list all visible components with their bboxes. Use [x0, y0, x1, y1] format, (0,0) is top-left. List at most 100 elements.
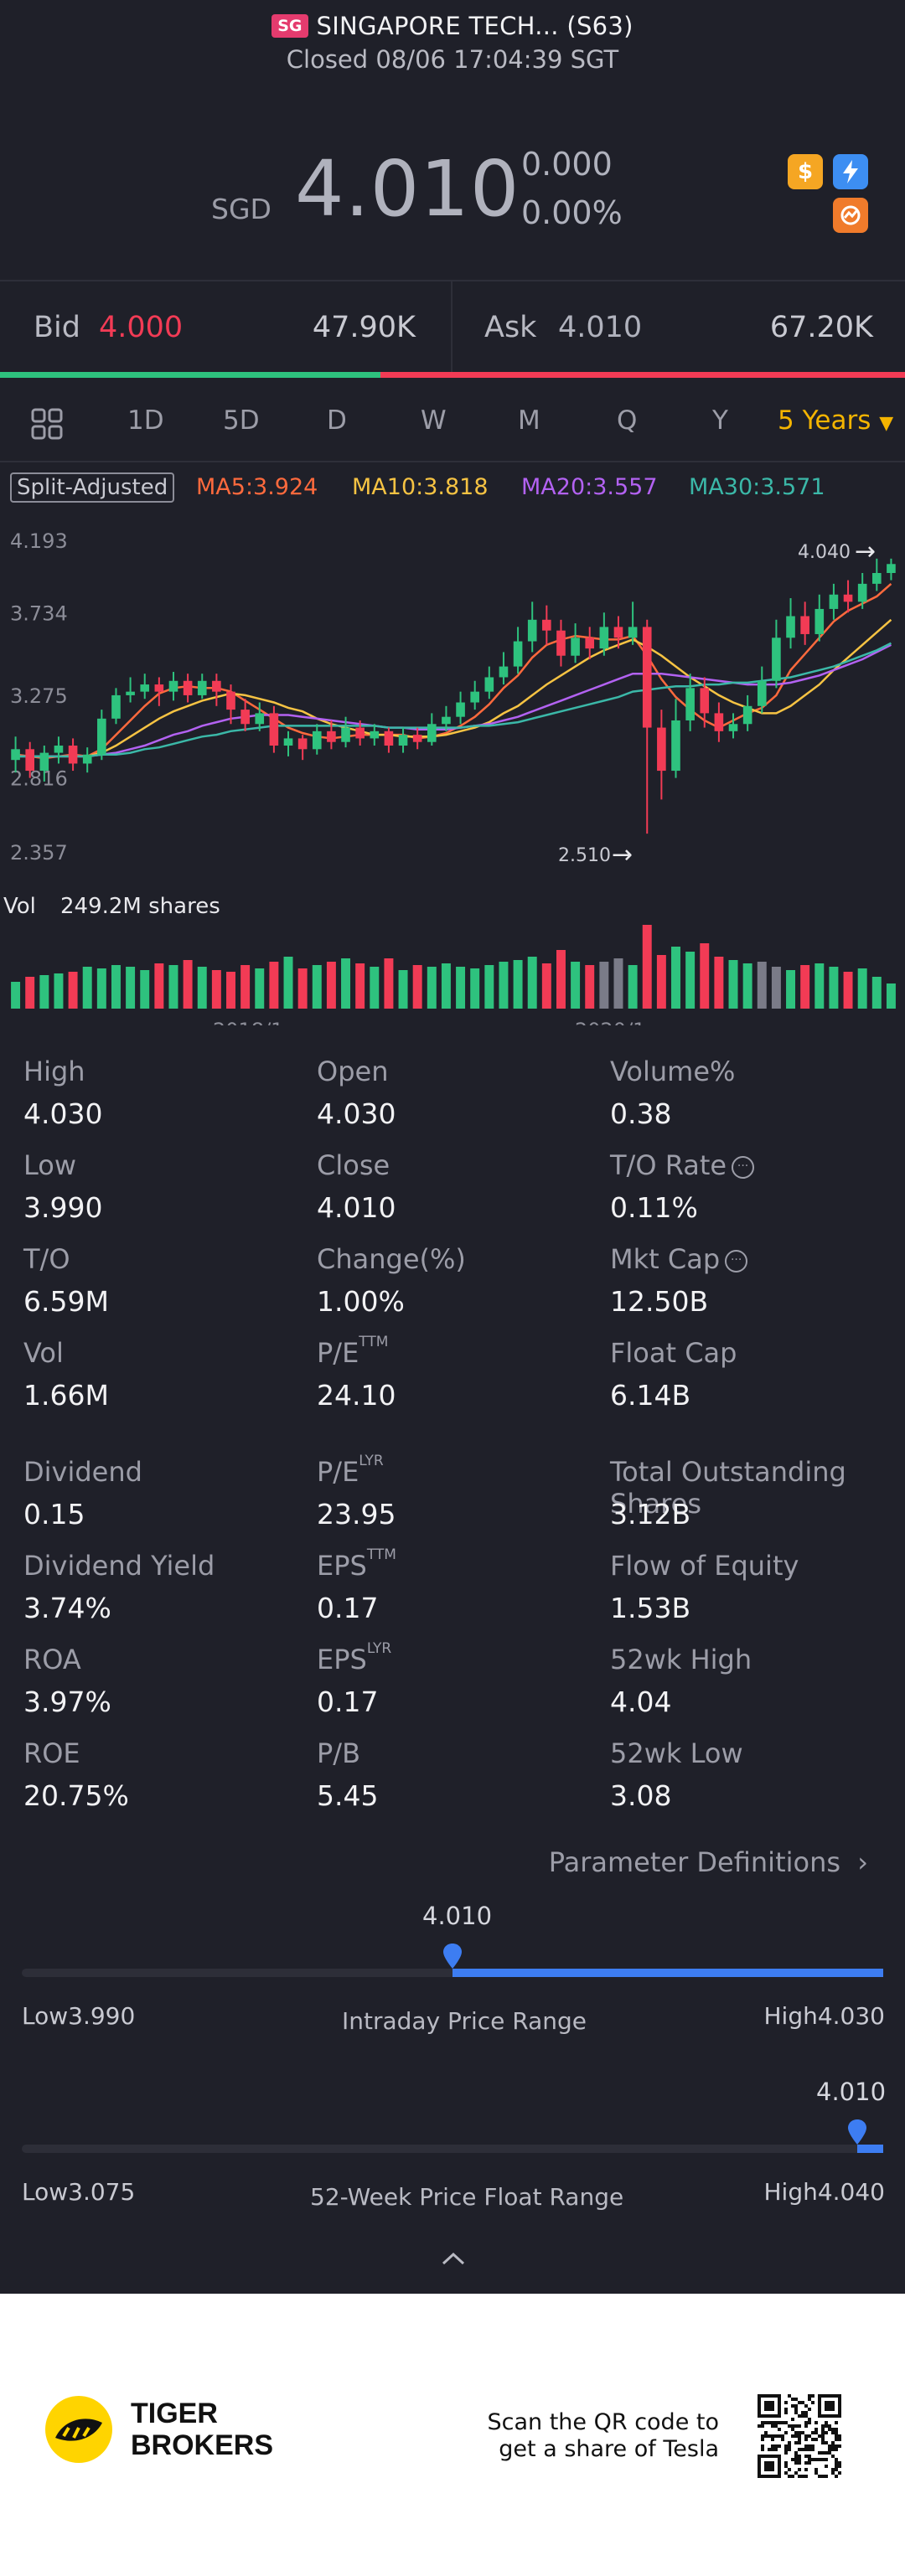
stat-label: P/ETTM [317, 1334, 602, 1374]
stat-label-text: Close [317, 1149, 390, 1181]
flash-icon[interactable] [833, 154, 868, 189]
stat-label-text: Open [317, 1056, 389, 1087]
volume-bar [742, 963, 752, 1009]
volume-bar [82, 967, 92, 1009]
stat-value: 4.04 [610, 1685, 672, 1718]
candle-body [341, 727, 350, 742]
stat-item: High 4.030 [23, 1056, 308, 1130]
qr-code[interactable] [758, 2394, 841, 2478]
stat-item: EPSTTM 0.17 [317, 1546, 602, 1624]
tab-1d[interactable]: 1D [127, 405, 164, 436]
volume-bar [255, 968, 265, 1009]
candle-body [25, 749, 35, 772]
tab-weekly[interactable]: W [421, 405, 447, 436]
candle-body [312, 730, 322, 750]
stat-label-text: Change(%) [317, 1243, 466, 1275]
tab-daily[interactable]: D [327, 405, 347, 436]
tab-quarterly[interactable]: Q [617, 405, 638, 436]
stat-item: Open 4.030 [317, 1056, 602, 1130]
y-tick-label: 3.734 [10, 602, 68, 626]
intraday-range: 4.010 Low3.990 Intraday Price Range High… [22, 1902, 885, 2044]
stat-value: 3.97% [23, 1685, 111, 1718]
tab-monthly[interactable]: M [518, 405, 540, 436]
volume-bar [226, 972, 235, 1009]
scan-text: Scan the QR code to get a share of Tesla [487, 2409, 719, 2463]
stat-item: Close 4.010 [317, 1149, 602, 1224]
stat-value: 0.11% [610, 1191, 698, 1224]
week52-range-track [22, 2145, 883, 2153]
volume-bar [412, 965, 422, 1009]
option-icon[interactable] [833, 198, 868, 233]
stat-label-suffix: TTM [366, 1546, 396, 1563]
share-footer: TIGER BROKERS Scan the QR code to get a … [0, 2294, 905, 2576]
volume-bar [341, 958, 351, 1009]
intraday-current-price: 4.010 [422, 1902, 493, 1930]
min-arrow-icon: → [612, 840, 633, 870]
intraday-range-fill [452, 1969, 883, 1977]
tab-5d[interactable]: 5D [223, 405, 260, 436]
volume-bar [871, 977, 882, 1009]
intraday-range-title: Intraday Price Range [342, 2007, 587, 2035]
stat-label: Volume% [610, 1056, 895, 1092]
candles [11, 558, 896, 834]
candle-body [470, 691, 480, 703]
stat-label-text: Dividend [23, 1456, 142, 1488]
candle-body [97, 718, 106, 755]
ma10-value: MA10:3.818 [352, 474, 489, 500]
parameter-definitions-label: Parameter Definitions [548, 1846, 841, 1878]
candle-body [412, 735, 422, 742]
volume-bar [68, 972, 78, 1009]
stat-value: 0.17 [317, 1592, 379, 1624]
candle-body [829, 594, 839, 609]
bid-price: 4.000 [99, 311, 184, 344]
chevron-right-icon: › [857, 1846, 868, 1878]
bid-ask-ratio-bar [0, 372, 905, 378]
split-adjusted-toggle[interactable]: Split-Adjusted [10, 472, 175, 503]
stat-value: 12.50B [610, 1285, 709, 1318]
dropdown-caret-icon: ▼ [879, 413, 894, 434]
tab-5-years[interactable]: 5 Years ▼ [778, 405, 893, 436]
collapse-chevron-icon[interactable] [441, 2250, 466, 2267]
period-tabs: 1D 5D D W M Q Y 5 Years ▼ [0, 390, 905, 462]
candle-body [82, 754, 92, 764]
stat-label-suffix: LYR [359, 1453, 384, 1469]
stat-item: ROA 3.97% [23, 1644, 308, 1718]
stat-value: 23.95 [317, 1498, 396, 1531]
candle-body [843, 594, 853, 602]
stat-label-text: Flow of Equity [610, 1550, 799, 1582]
stat-value: 4.010 [317, 1191, 396, 1224]
info-icon[interactable]: ··· [732, 1155, 755, 1179]
market-tag: SG [272, 14, 308, 38]
volume-bar [211, 970, 221, 1009]
candle-body [585, 638, 595, 649]
bid-ask-panel[interactable]: Bid 4.000 47.90K Ask 4.010 67.20K [0, 280, 905, 377]
volume-bar [671, 947, 680, 1009]
candle-body [513, 641, 523, 667]
stock-title[interactable]: SINGAPORE TECH... (S63) [316, 12, 634, 40]
volume-bar [111, 965, 121, 1009]
candle-body [527, 619, 537, 642]
parameter-definitions-link[interactable]: Parameter Definitions › [549, 1846, 868, 1878]
week52-range-title: 52-Week Price Float Range [310, 2183, 624, 2211]
stat-label: High [23, 1056, 308, 1092]
stat-label: ROA [23, 1644, 308, 1680]
stat-label-text: Float Cap [610, 1337, 737, 1369]
layout-grid-icon[interactable] [30, 407, 64, 441]
stat-label-text: T/O Rate [610, 1149, 727, 1181]
tab-yearly[interactable]: Y [712, 405, 728, 436]
stat-item: Float Cap 6.14B [610, 1337, 895, 1412]
candle-body [571, 638, 580, 656]
max-price-label: 4.040 [798, 542, 851, 563]
dollar-icon[interactable]: $ [788, 154, 823, 189]
ask-label: Ask [484, 311, 537, 344]
volume-bar [757, 962, 767, 1009]
candle-body [728, 724, 738, 731]
info-icon[interactable]: ··· [725, 1249, 748, 1273]
stat-label-text: Volume% [610, 1056, 736, 1087]
candle-body [871, 573, 882, 584]
candle-body [857, 583, 867, 602]
volume-bar [312, 965, 322, 1009]
stat-label: 52wk Low [610, 1737, 895, 1774]
price-block: SGD 4.010 0.000 0.00% $ [0, 79, 905, 280]
